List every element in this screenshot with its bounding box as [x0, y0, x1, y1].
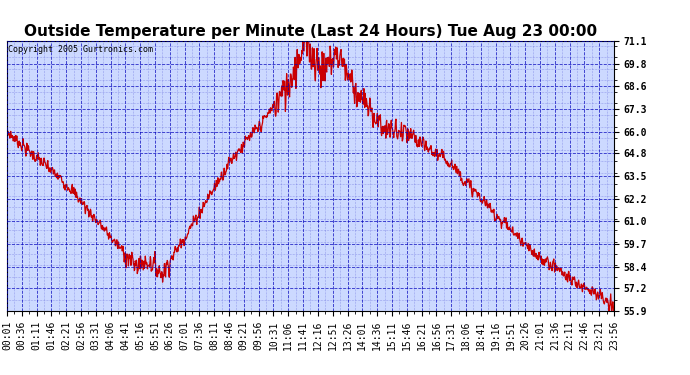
- Title: Outside Temperature per Minute (Last 24 Hours) Tue Aug 23 00:00: Outside Temperature per Minute (Last 24 …: [24, 24, 597, 39]
- Text: Copyright 2005 Gurtronics.com: Copyright 2005 Gurtronics.com: [8, 45, 153, 54]
